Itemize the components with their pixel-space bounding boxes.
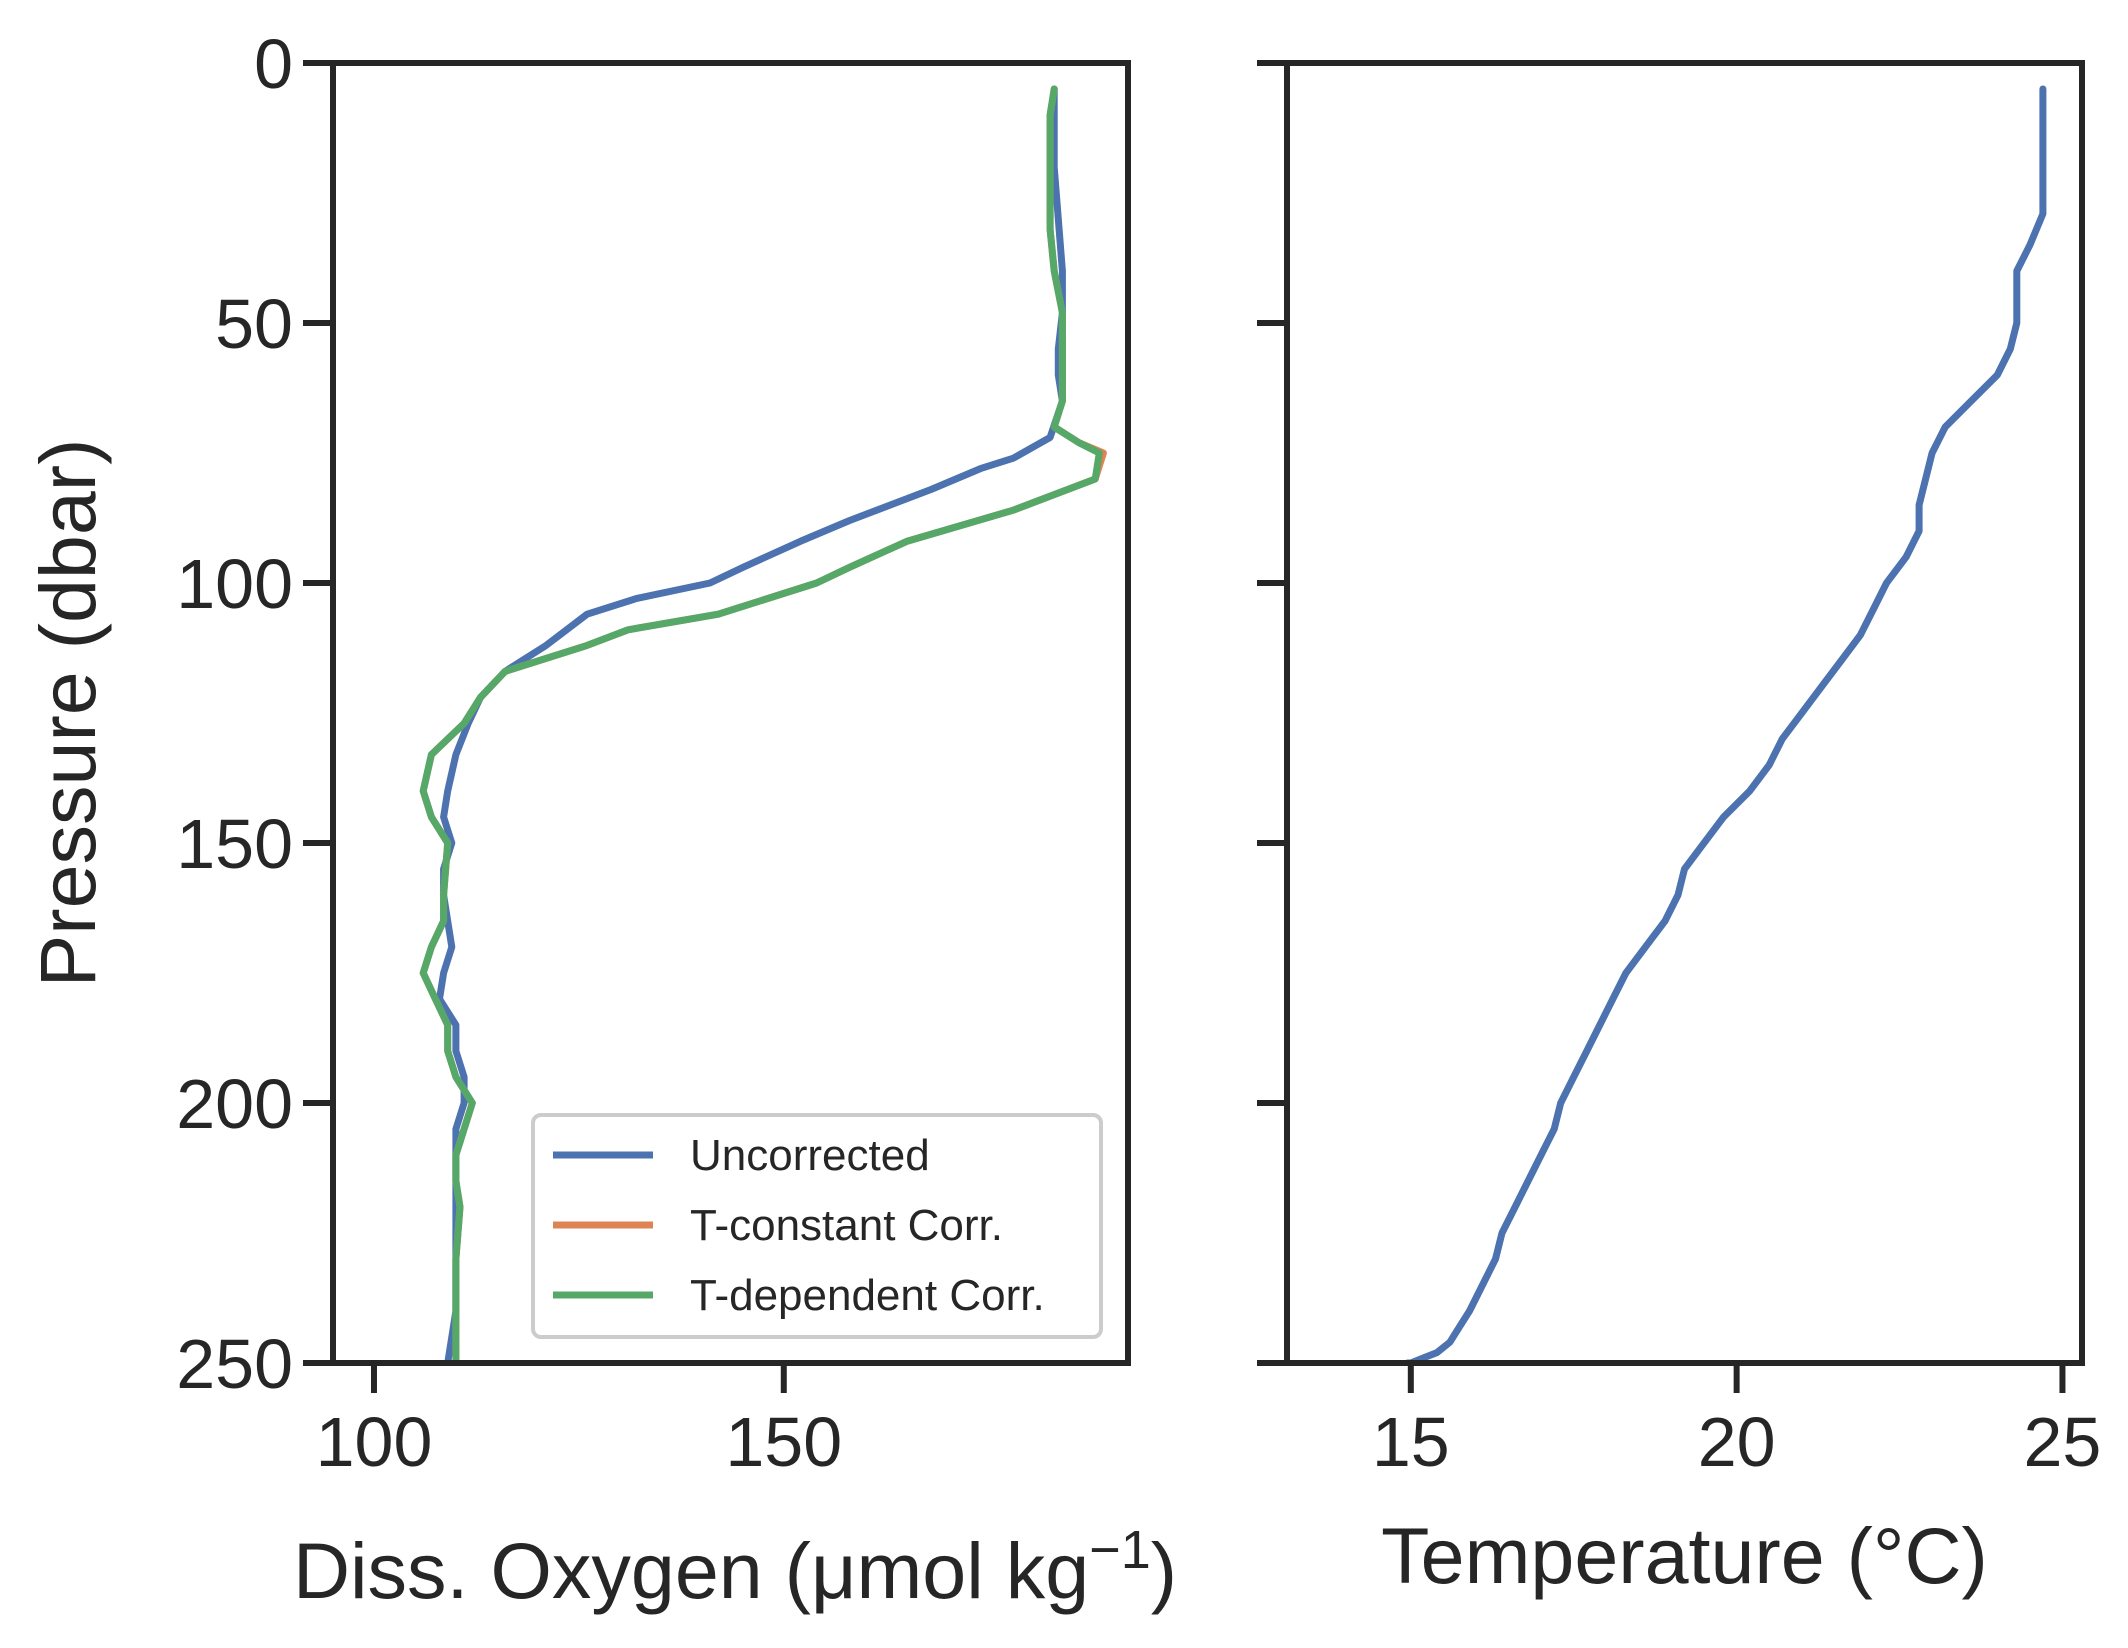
t-dependent-corr-line: [419, 85, 1103, 1363]
oxygen-axis-ticks: 0 50 100 150 200 250 100 150: [176, 25, 842, 1481]
y-tick-label: 200: [176, 1065, 293, 1143]
legend-label: T-constant Corr.: [690, 1201, 1003, 1250]
temperature-axis-title: Temperature (°C): [1381, 1511, 1988, 1600]
oxygen-axis-title-main: Diss. Oxygen (μmol kg: [293, 1526, 1089, 1615]
x-tick-label: 100: [316, 1403, 433, 1481]
oxygen-panel: 0 50 100 150 200 250 100 150 Pressure (dbar) Di…: [23, 25, 1177, 1615]
x-tick-label: 15: [1372, 1403, 1450, 1481]
y-tick-label: 100: [176, 545, 293, 623]
y-tick-label: 0: [254, 25, 293, 103]
legend-label: Uncorrected: [690, 1131, 930, 1180]
legend-box: [531, 1113, 1103, 1339]
y-tick-label: 150: [176, 805, 293, 883]
x-tick-label: 150: [725, 1403, 842, 1481]
oxygen-axis-title: Diss. Oxygen (μmol kg−1): [293, 1520, 1177, 1615]
legend-label: T-dependent Corr.: [690, 1271, 1045, 1320]
oxygen-plot-frame: [330, 60, 1131, 1366]
y-tick-label: 50: [215, 285, 293, 363]
temperature-axis-ticks: 15 20 25: [1257, 60, 2102, 1481]
x-tick-label: 20: [1698, 1403, 1776, 1481]
temperature-plot-frame: [1284, 60, 2085, 1366]
temperature-panel: 15 20 25 Temperature (°C): [1257, 60, 2102, 1600]
temperature-series-lines: [1404, 85, 2047, 1363]
y-tick-label: 250: [176, 1325, 293, 1403]
pressure-axis-title: Pressure (dbar): [23, 439, 112, 988]
x-tick-label: 25: [2024, 1403, 2102, 1481]
legend-items: Uncorrected T-constant Corr. T-dependent C…: [553, 1131, 1045, 1320]
legend: Uncorrected T-constant Corr. T-dependent C…: [531, 1113, 1103, 1339]
oxygen-axis-title-suffix: ): [1151, 1526, 1177, 1615]
temperature-line: [1404, 85, 2047, 1363]
oxygen-axis-title-superscript: −1: [1089, 1520, 1151, 1580]
oxygen-series-lines: [419, 85, 1107, 1363]
